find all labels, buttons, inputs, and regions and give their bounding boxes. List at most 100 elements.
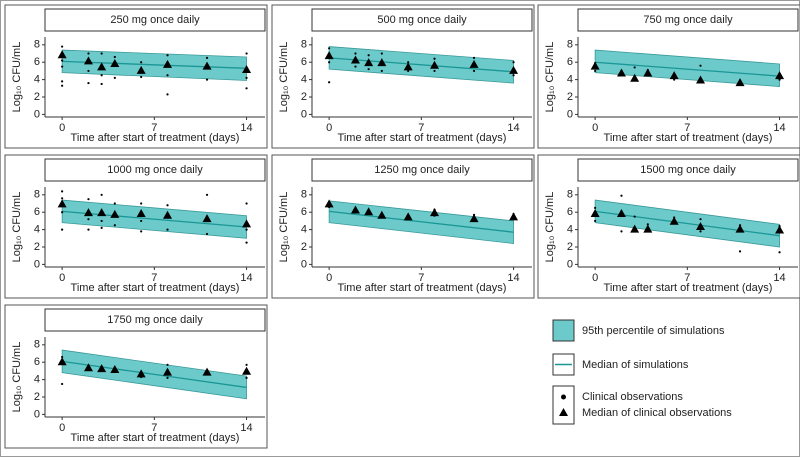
observation [113, 202, 116, 205]
strip [44, 308, 266, 332]
observation [113, 55, 116, 59]
strip [44, 158, 266, 182]
observation-median [83, 56, 93, 65]
y-tick-label: 4 [567, 224, 573, 236]
observation-median [735, 224, 745, 233]
median-line [595, 210, 780, 237]
observation [100, 74, 103, 77]
strip [311, 158, 533, 182]
observation [100, 52, 103, 55]
legend-label: Median of simulations [582, 359, 689, 371]
panel-title: 1500 mg once daily [640, 164, 736, 176]
observation [633, 66, 636, 69]
observation-median [242, 219, 252, 228]
observation-median [403, 62, 413, 71]
x-tick-label: 7 [418, 122, 424, 134]
strip [577, 8, 799, 32]
observation [61, 84, 64, 87]
strip [577, 158, 799, 182]
observation [61, 45, 64, 48]
observation-median [669, 216, 679, 225]
y-tick-label: 0 [301, 258, 307, 270]
x-tick-label: 0 [592, 122, 598, 134]
x-tick-label: 0 [592, 272, 598, 284]
observation [699, 64, 702, 67]
x-tick-label: 0 [59, 272, 65, 284]
observation-median [110, 365, 120, 374]
panel-title: 750 mg once daily [643, 14, 733, 26]
observation-median [242, 366, 252, 375]
x-tick-label: 7 [418, 272, 424, 284]
y-tick-label: 6 [34, 56, 40, 68]
observation [594, 206, 597, 209]
y-tick-label: 6 [301, 56, 307, 68]
y-tick-label: 4 [301, 224, 307, 236]
x-axis-label: Time after start of treatment (days) [71, 432, 240, 444]
observation-median [136, 369, 146, 378]
y-axis-label: Log₁₀ CFU/mL [11, 192, 23, 263]
observation [205, 56, 209, 59]
observation [166, 228, 169, 231]
y-tick-label: 4 [34, 224, 40, 236]
y-tick-label: 2 [301, 241, 307, 253]
y-tick-label: 8 [34, 39, 40, 51]
observation-median [110, 58, 120, 67]
x-axis-label: Time after start of treatment (days) [338, 132, 507, 144]
x-tick-label: 14 [507, 272, 519, 284]
observation-median [643, 224, 653, 233]
observation-median [469, 214, 479, 223]
observation-median [83, 208, 93, 217]
legend-observation-key [561, 394, 566, 400]
observation [380, 69, 383, 73]
y-tick-label: 6 [301, 206, 307, 218]
observation [140, 202, 143, 205]
observation [61, 80, 64, 83]
observation-median [202, 367, 212, 376]
observation [166, 93, 169, 96]
observation [245, 76, 248, 79]
observation [87, 69, 90, 73]
median-line [62, 210, 247, 228]
x-tick-label: 14 [507, 122, 519, 134]
y-tick-label: 8 [34, 339, 40, 351]
y-tick-label: 2 [34, 91, 40, 103]
observation [100, 226, 103, 229]
observation [61, 211, 64, 214]
observation-median [377, 210, 387, 219]
y-axis-label: Log₁₀ CFU/mL [278, 192, 290, 263]
y-tick-label: 0 [34, 408, 40, 420]
observation [87, 228, 90, 231]
observation-median [83, 363, 93, 372]
observation [61, 190, 64, 193]
observation-median [377, 58, 387, 67]
median-line [62, 360, 247, 389]
observation-median [469, 59, 479, 68]
y-tick-label: 8 [301, 39, 307, 51]
observation [87, 218, 90, 221]
observation [367, 68, 370, 71]
panel-title: 250 mg once daily [110, 14, 200, 26]
observation-median [643, 68, 653, 77]
x-tick-label: 7 [151, 272, 157, 284]
observation-median [324, 51, 334, 60]
observation [166, 74, 169, 77]
observation [778, 251, 781, 254]
observation [100, 82, 103, 86]
observation [245, 87, 248, 90]
y-tick-label: 0 [34, 258, 40, 270]
observation-median [403, 212, 413, 221]
observation [620, 230, 623, 233]
y-tick-label: 6 [34, 206, 40, 218]
y-tick-label: 0 [567, 108, 573, 120]
observation-median [57, 199, 67, 208]
observation-median [430, 208, 440, 217]
observation [699, 230, 702, 233]
median-line [329, 210, 514, 233]
y-tick-label: 6 [567, 206, 573, 218]
x-tick-label: 14 [240, 422, 252, 434]
x-tick-label: 0 [59, 422, 65, 434]
